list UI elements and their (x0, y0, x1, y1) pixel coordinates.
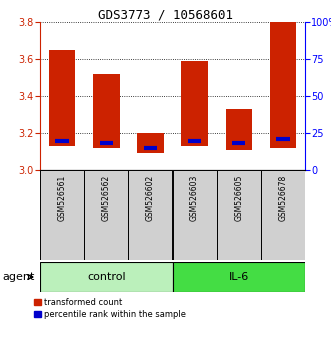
Bar (40, 170, 84, 260)
Bar (84, 170, 128, 260)
Text: IL-6: IL-6 (229, 272, 249, 282)
Bar (261, 170, 305, 260)
Text: GSM526678: GSM526678 (278, 175, 287, 221)
Text: GSM526562: GSM526562 (102, 175, 111, 221)
Bar (181, 61, 208, 146)
Text: GSM526561: GSM526561 (58, 175, 67, 221)
Legend: transformed count, percentile rank within the sample: transformed count, percentile rank withi… (34, 298, 186, 319)
Bar (137, 133, 164, 153)
Text: GSM526605: GSM526605 (234, 175, 243, 221)
Text: control: control (87, 272, 125, 282)
Text: GSM526602: GSM526602 (146, 175, 155, 221)
Bar (128, 170, 172, 260)
Bar (93, 74, 119, 148)
Bar (49, 50, 75, 146)
Bar (172, 170, 217, 260)
Bar (270, 22, 296, 148)
Text: GSM526603: GSM526603 (190, 175, 199, 221)
Text: GDS3773 / 10568601: GDS3773 / 10568601 (98, 8, 233, 21)
Text: agent: agent (2, 272, 34, 282)
Bar (172, 262, 305, 292)
Bar (40, 262, 172, 292)
Bar (225, 109, 252, 150)
Bar (217, 170, 261, 260)
